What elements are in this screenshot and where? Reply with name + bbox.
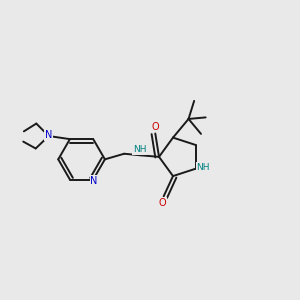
Text: NH: NH: [133, 145, 146, 154]
Text: NH: NH: [196, 163, 210, 172]
Text: N: N: [91, 176, 98, 186]
Text: O: O: [152, 122, 159, 132]
Text: O: O: [158, 197, 166, 208]
Text: N: N: [45, 130, 52, 140]
